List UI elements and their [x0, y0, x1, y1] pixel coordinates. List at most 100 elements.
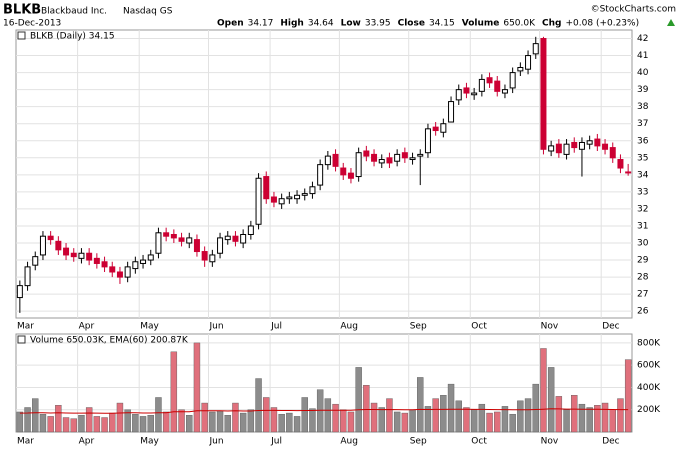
y-tick-label: 38 [637, 102, 649, 112]
volume-bar [286, 412, 293, 433]
candle-body [432, 126, 439, 132]
candle-body [517, 66, 524, 72]
candle-body [394, 153, 401, 162]
volume-bar [193, 342, 201, 433]
x-tick-label: Jul [270, 437, 282, 447]
volume-legend: Volume 650.03K, EMA(60) 200.87K [30, 336, 189, 346]
volume-bar [70, 418, 77, 433]
volume-bar [571, 395, 578, 433]
candle-body [140, 259, 147, 264]
symbol: BLKB [3, 3, 41, 18]
volume-bar [309, 408, 316, 433]
volume-bar [501, 406, 509, 433]
candle-body [563, 143, 570, 155]
volume-bar [101, 417, 108, 433]
candle-body [263, 176, 270, 200]
quote-label: Chg [542, 19, 561, 29]
candle-body [132, 261, 139, 270]
volume-bar [85, 407, 93, 433]
candle-body [163, 232, 170, 237]
y-tick-label: 32 [637, 204, 648, 214]
volume-bar [432, 398, 439, 433]
volume-bar [563, 409, 570, 433]
volume-bar [494, 411, 501, 433]
volume-bar [409, 409, 416, 433]
volume-bar [270, 407, 278, 433]
volume-bar [517, 400, 524, 433]
candle-body [324, 155, 331, 166]
volume-bar [424, 406, 432, 433]
volume-bar [116, 402, 124, 433]
x-tick-label: May [140, 437, 159, 447]
volume-bar [578, 403, 586, 433]
volume-bar [178, 409, 185, 433]
y-tick-label: 200K [637, 405, 661, 415]
volume-bar [278, 413, 285, 433]
volume-bar [440, 395, 447, 433]
candle-body [155, 232, 162, 254]
volume-bar [524, 398, 532, 433]
x-tick-label: Jul [270, 322, 282, 332]
candle-body [109, 266, 116, 273]
candle-body [455, 89, 462, 101]
volume-bar [401, 412, 409, 433]
volume-bar [455, 400, 462, 433]
candle-body [409, 157, 416, 161]
exchange: Nasdaq GS [123, 7, 173, 17]
quote: Open 34.17 High 34.64 Low 33.95 Close 34.15 Volu… [217, 19, 639, 29]
candle-body [255, 177, 262, 225]
volume-bar [147, 415, 154, 433]
copyright: ©StockCharts.com [591, 5, 676, 15]
volume-bar [417, 377, 424, 433]
candle-body [386, 157, 393, 164]
candle-body [424, 128, 431, 154]
x-tick-label: Oct [471, 437, 487, 447]
volume-bar [332, 403, 339, 433]
candle-body [286, 196, 293, 200]
volume-bar [324, 398, 332, 433]
candle-body [532, 43, 539, 55]
x-tick-label: Apr [79, 437, 95, 447]
candle-body [501, 89, 508, 94]
candle-body [478, 78, 485, 92]
volume-panel [15, 333, 633, 433]
candle-body [463, 87, 470, 94]
y-tick-label: 27 [637, 290, 648, 300]
volume-bar [547, 367, 555, 433]
candle-body [193, 239, 200, 253]
candle-body [417, 153, 424, 157]
y-tick-label: 31 [637, 221, 648, 231]
quote-value: 34.17 [248, 19, 274, 29]
candle-body [32, 256, 39, 266]
volume-bar [609, 409, 616, 433]
candle-body [378, 159, 385, 164]
candle-body [494, 80, 501, 92]
candle-body [625, 171, 632, 174]
y-tick-label: 37 [637, 119, 648, 129]
volume-bar [62, 417, 70, 433]
volume-bar [55, 405, 62, 433]
y-tick-label: 39 [637, 85, 649, 95]
candle-body [471, 92, 478, 96]
volume-bar [78, 415, 85, 433]
candle-body [209, 254, 216, 263]
candle-body [548, 145, 555, 152]
marks [16, 36, 632, 433]
volume-bar [109, 412, 116, 433]
y-tick-label: 28 [637, 273, 649, 283]
x-tick-label: Nov [541, 322, 559, 332]
volume-bar [586, 407, 593, 433]
y-tick-label: 40 [637, 68, 649, 78]
x-tick-label: Dec [602, 322, 619, 332]
volume-bar [93, 416, 101, 433]
volume-bar [347, 411, 355, 433]
y-tick-label: 800K [637, 338, 661, 348]
candle-body [401, 152, 408, 159]
volume-bar [162, 411, 170, 433]
y-tick-label: 36 [637, 136, 649, 146]
volume-bar [340, 409, 347, 433]
candle-body [224, 235, 231, 241]
quote-label: Volume [462, 19, 500, 29]
x-tick-label: Jun [209, 322, 224, 332]
volume-bar [263, 397, 270, 433]
